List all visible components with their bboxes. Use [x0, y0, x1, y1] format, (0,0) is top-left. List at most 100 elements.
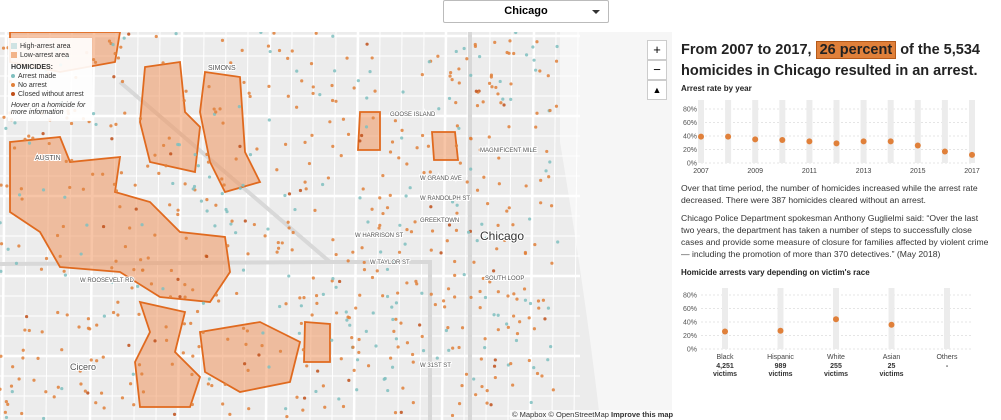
x-tick-label: 2007	[693, 168, 709, 175]
homicide-dot	[450, 78, 454, 82]
zoom-in[interactable]: +	[647, 40, 667, 60]
homicide-dot	[313, 208, 317, 212]
homicide-dot	[511, 383, 515, 387]
paragraph: Over that time period, the number of hom…	[681, 183, 978, 205]
homicide-dot	[505, 50, 509, 55]
homicide-dot	[473, 42, 477, 47]
homicide-dot	[195, 309, 200, 314]
homicide-dot	[23, 137, 27, 141]
city-dropdown[interactable]: Chicago	[443, 0, 609, 23]
homicide-dot	[455, 203, 459, 207]
homicide-dot	[331, 34, 335, 38]
homicide-dot	[450, 413, 455, 418]
homicide-dot	[314, 293, 319, 298]
homicide-dot	[364, 329, 368, 333]
homicide-dot	[321, 384, 325, 388]
homicide-dot	[189, 321, 193, 325]
homicide-dot	[79, 382, 83, 386]
homicide-dot	[386, 388, 390, 393]
dot	[969, 151, 975, 158]
homicide-dot	[86, 317, 91, 321]
homicide-dot	[546, 306, 551, 310]
homicide-dot	[528, 301, 533, 306]
homicide-dot	[199, 199, 204, 203]
homicide-dot	[141, 268, 145, 272]
homicide-dot	[465, 180, 469, 184]
homicide-dot	[284, 302, 288, 306]
homicide-dot	[390, 140, 395, 144]
homicide-dot	[391, 317, 395, 322]
homicide-dot	[303, 180, 307, 184]
homicide-dot	[32, 378, 36, 382]
homicide-dot	[260, 343, 264, 348]
homicide-dot	[355, 358, 360, 362]
compass[interactable]: ▲	[647, 80, 667, 100]
homicide-dot	[481, 276, 485, 281]
homicide-dot	[89, 358, 93, 362]
homicide-dot	[177, 143, 181, 147]
homicide-dot	[462, 273, 466, 277]
homicide-dot	[502, 103, 506, 107]
dot	[888, 321, 895, 328]
homicide-dot	[176, 208, 180, 212]
homicide-dot	[44, 390, 48, 394]
homicide-dot	[14, 261, 19, 265]
homicide-dot	[555, 44, 559, 49]
homicide-dot	[119, 45, 123, 49]
homicide-dot	[55, 233, 60, 238]
homicide-dot	[339, 357, 343, 361]
homicide-dot	[171, 181, 175, 186]
homicide-dot	[280, 241, 284, 245]
y-tick-label: 80%	[683, 293, 697, 300]
homicide-dot	[208, 65, 213, 70]
homicide-dot	[154, 34, 158, 39]
homicide-dot	[267, 365, 271, 369]
homicide-dot	[509, 361, 513, 366]
homicide-dot	[314, 32, 318, 35]
homicide-dot	[91, 172, 95, 176]
homicide-dot	[330, 83, 334, 88]
homicide-dot	[430, 229, 435, 233]
homicide-dot	[112, 182, 117, 186]
homicide-dot	[167, 136, 171, 140]
homicide-dot	[133, 183, 137, 187]
homicide-dot	[339, 154, 343, 158]
homicide-dot	[190, 372, 194, 377]
homicide-dot	[4, 126, 8, 130]
victim-unit: victims	[713, 371, 737, 378]
homicide-dot	[205, 152, 209, 156]
homicide-dot	[390, 305, 394, 309]
x-tick-label: 2017	[964, 168, 980, 175]
homicide-dot	[455, 124, 459, 128]
homicide-dot	[295, 395, 299, 399]
homicide-dot	[454, 228, 459, 232]
improve-link[interactable]: Improve this map	[611, 410, 674, 419]
homicide-dot	[429, 205, 433, 209]
homicide-dot	[535, 40, 539, 44]
zoom-out[interactable]: −	[647, 60, 667, 80]
homicide-dot	[0, 221, 2, 225]
homicide-dot	[266, 44, 271, 48]
homicide-dot	[70, 158, 74, 163]
homicide-dot	[523, 298, 528, 302]
homicide-dot	[311, 91, 315, 96]
map[interactable]: Chicago Cicero AUSTIN SIMONS GOOSE ISLAND MAG…	[0, 32, 672, 420]
homicide-dot	[328, 120, 332, 124]
homicide-dot	[446, 287, 451, 291]
homicide-dot	[453, 259, 457, 264]
homicide-dot	[315, 301, 319, 305]
homicide-dot	[398, 223, 402, 227]
homicide-dot	[56, 310, 60, 315]
headline-text: From 2007 to 2017,	[681, 42, 812, 58]
homicide-dot	[252, 222, 256, 227]
homicide-dot	[42, 416, 46, 420]
homicide-dot	[478, 289, 482, 294]
homicide-dot	[514, 32, 518, 35]
homicide-dot	[538, 69, 542, 73]
homicide-dot	[136, 284, 140, 288]
homicide-dot	[505, 322, 509, 326]
homicide-dot	[522, 287, 527, 291]
homicide-dot	[420, 73, 424, 77]
homicide-dot	[388, 150, 393, 154]
homicide-dot	[488, 280, 492, 284]
